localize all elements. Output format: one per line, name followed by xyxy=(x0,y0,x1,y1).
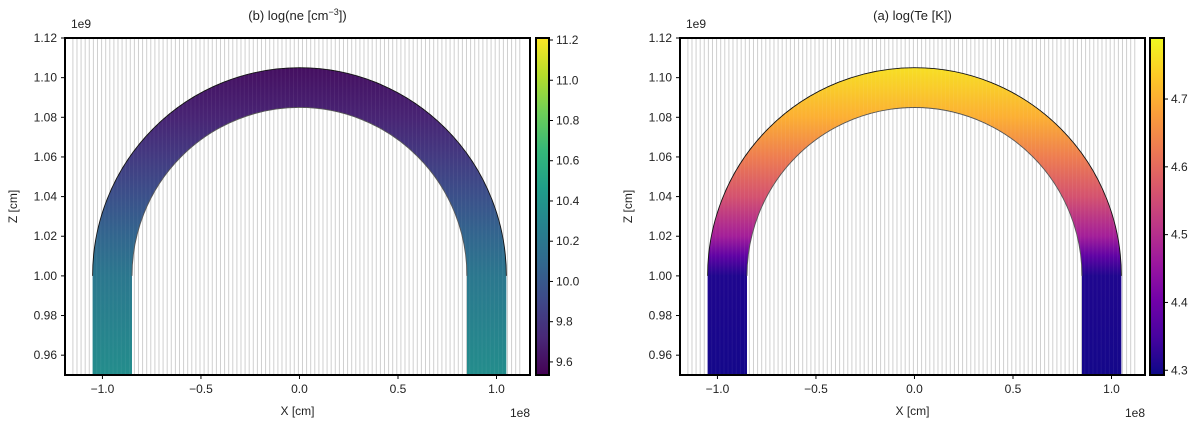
x-tick-label: −0.5 xyxy=(189,382,213,396)
colorbar-tick-label: 9.8 xyxy=(556,315,573,329)
y-tick-label: 1.04 xyxy=(34,190,58,204)
chart-title: (a) log(Te [K]) xyxy=(873,8,952,23)
axes-frame xyxy=(679,37,1146,376)
y-tick-label: 1.02 xyxy=(34,229,58,243)
x-tick-label: −1.0 xyxy=(706,382,730,396)
colorbar-tick-label: 10.2 xyxy=(556,234,580,248)
loop-inner-edge xyxy=(746,107,1083,276)
x-offset-label: 1e8 xyxy=(510,406,530,420)
y-tick-label: 1.12 xyxy=(34,31,58,45)
colorbar-tick-label: 11.2 xyxy=(556,33,579,47)
x-tick-label: 1.0 xyxy=(1103,382,1120,396)
y-tick-label: 1.12 xyxy=(649,31,673,45)
colorbar-tick-label: 4.3 xyxy=(1171,363,1188,377)
colorbar-tick-label: 10.6 xyxy=(556,154,580,168)
x-axis-label: X [cm] xyxy=(895,404,929,418)
colorbar-tick-label: 4.4 xyxy=(1171,295,1188,309)
loop-strip-lines xyxy=(707,38,1119,375)
y-tick-label: 0.96 xyxy=(649,348,673,362)
x-tick-label: −1.0 xyxy=(91,382,115,396)
colorbar xyxy=(1149,37,1165,376)
colorbar-tick-label: 10.0 xyxy=(556,274,580,288)
loop-inner-edge xyxy=(131,107,468,276)
chart-title: (b) log(ne [cm−3]) xyxy=(248,7,346,23)
y-tick-label: 1.02 xyxy=(649,229,673,243)
colorbar-tick-label: 11.0 xyxy=(556,73,579,87)
y-tick-label: 0.98 xyxy=(34,309,58,323)
y-offset-label: 1e9 xyxy=(686,17,706,31)
y-tick-label: 1.08 xyxy=(34,110,58,124)
title-end: ]) xyxy=(339,8,347,23)
loop-strip-lines xyxy=(92,38,504,375)
x-tick-label: −0.5 xyxy=(804,382,828,396)
y-axis-label: Z [cm] xyxy=(6,190,20,223)
colorbar-tick-label: 10.4 xyxy=(556,194,580,208)
panel-ne: −1.0 −0.5 0.0 0.5 1.0 0.96 0.98 1.00 1.02 1.04 1.0… xyxy=(6,7,580,420)
y-tick-label: 0.98 xyxy=(649,309,673,323)
colorbar-tick-label: 9.6 xyxy=(556,355,573,369)
colorbar-tick-label: 4.5 xyxy=(1171,228,1188,242)
y-tick-label: 0.96 xyxy=(34,348,58,362)
y-axis-label: Z [cm] xyxy=(621,190,635,223)
y-tick-label: 1.10 xyxy=(649,71,673,85)
loop-outer-edge xyxy=(707,67,1122,276)
y-tick-label: 1.08 xyxy=(649,110,673,124)
y-tick-label: 1.06 xyxy=(34,150,58,164)
colorbar-tick-label: 10.8 xyxy=(556,113,580,127)
title-text: (a) log(Te [K]) xyxy=(873,8,952,23)
y-tick-label: 1.00 xyxy=(649,269,673,283)
panel-te: −1.0 −0.5 0.0 0.5 1.0 0.96 0.98 1.00 1.02 1.04 1.0… xyxy=(621,8,1188,420)
colorbar-tick-label: 4.7 xyxy=(1171,92,1188,106)
y-tick-label: 1.04 xyxy=(649,190,673,204)
title-text: (b) log(ne [cm xyxy=(248,8,328,23)
x-offset-label: 1e8 xyxy=(1125,406,1145,420)
x-tick-label: 1.0 xyxy=(488,382,505,396)
axes-frame xyxy=(64,37,531,376)
y-tick-label: 1.10 xyxy=(34,71,58,85)
x-tick-label: 0.0 xyxy=(291,382,308,396)
x-tick-label: 0.0 xyxy=(906,382,923,396)
x-tick-label: 0.5 xyxy=(1005,382,1022,396)
colorbar xyxy=(535,37,550,376)
colorbar-tick-label: 4.6 xyxy=(1171,160,1188,174)
title-superscript: −3 xyxy=(328,7,338,17)
y-tick-label: 1.06 xyxy=(649,150,673,164)
y-offset-label: 1e9 xyxy=(71,17,91,31)
y-tick-label: 1.00 xyxy=(34,269,58,283)
x-axis-label: X [cm] xyxy=(280,404,314,418)
x-tick-label: 0.5 xyxy=(390,382,407,396)
